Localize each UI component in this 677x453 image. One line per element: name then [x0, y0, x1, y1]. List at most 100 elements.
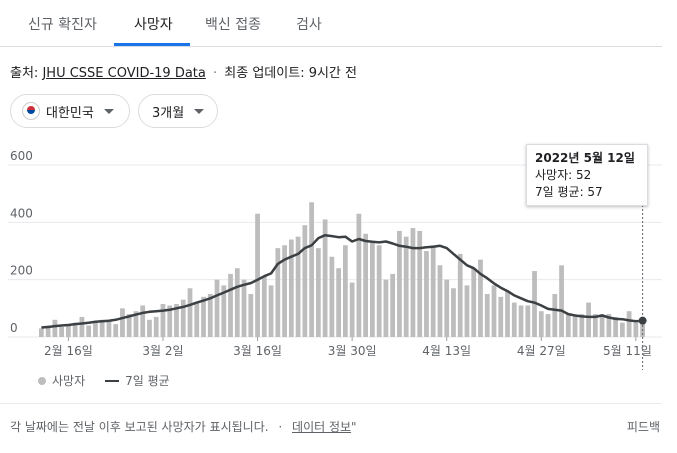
bar [302, 225, 308, 337]
feedback-link[interactable]: 피드백 [626, 420, 660, 434]
x-tick-label: 5월 11일 [603, 344, 652, 358]
bar [471, 268, 477, 337]
bar [261, 276, 267, 337]
bar [491, 285, 497, 337]
bar [532, 271, 537, 337]
bar [525, 305, 531, 337]
bar [552, 294, 558, 337]
bar [484, 294, 490, 337]
y-tick-label: 0 [10, 321, 18, 335]
bar [255, 213, 260, 337]
bar [430, 245, 436, 337]
range-dropdown[interactable]: 3개월 [138, 94, 218, 128]
bar [403, 236, 409, 337]
deaths-chart[interactable]: 0 200 400 600 2월 16일 3월 2일 3월 16일 3월 30일 4월 13일 4… [0, 0, 677, 380]
bar [72, 322, 78, 337]
bar [268, 285, 274, 337]
bar [133, 311, 139, 337]
bar [167, 305, 173, 337]
source-link[interactable]: JHU CSSE COVID-19 Data [42, 66, 206, 81]
country-label: 대한민국 [46, 105, 94, 121]
bar [565, 314, 571, 337]
tab-new-cases[interactable]: 신규 확진자 [28, 17, 97, 33]
bar [228, 273, 233, 337]
tooltip-deaths: 사망자: 52 [535, 168, 592, 182]
tab-vaccinations[interactable]: 백신 접종 [205, 17, 261, 33]
hover-point [638, 316, 647, 325]
data-info-link[interactable]: 데이터 정보 [292, 420, 352, 434]
bar [295, 236, 301, 337]
x-tick-label: 4월 13일 [422, 344, 471, 358]
bar [390, 273, 396, 337]
bar [613, 316, 618, 337]
bar [248, 294, 254, 337]
bar [86, 325, 92, 337]
bar [241, 279, 247, 337]
bar [106, 321, 112, 337]
source-prefix: 출처: [10, 66, 39, 81]
bar [383, 279, 389, 337]
bar [329, 256, 335, 337]
bar [153, 316, 159, 337]
bar [160, 304, 166, 337]
data-source: 출처: JHU CSSE COVID-19 Data · 최종 업데이트: 9시… [10, 62, 357, 81]
country-dropdown[interactable]: 대한민국 [10, 94, 130, 128]
footer-text: 각 날짜에는 전날 이후 보고된 사망자가 표시됩니다. [10, 420, 269, 434]
y-tick-label: 400 [10, 206, 33, 220]
bar [606, 314, 612, 337]
bar [187, 288, 193, 337]
y-tick-label: 600 [10, 149, 33, 163]
chart-tooltip: 2022년 5월 12일 사망자: 52 7일 평균: 57 [526, 144, 648, 206]
legend-bar-marker [38, 376, 46, 385]
bar [201, 296, 206, 337]
bar [180, 299, 186, 337]
bar [599, 314, 605, 337]
korea-flag-icon [22, 102, 40, 120]
legend-line-label: 7일 평균 [125, 374, 170, 388]
bar [315, 248, 321, 337]
footer-separator: · [278, 420, 283, 434]
bar [194, 302, 200, 337]
chevron-down-icon [103, 108, 114, 114]
bar [424, 251, 429, 337]
bar [113, 324, 119, 337]
x-tick-label: 3월 2일 [142, 344, 183, 358]
tab-tests[interactable]: 검사 [296, 17, 322, 33]
bar [120, 308, 125, 337]
bar [538, 311, 544, 337]
bar [451, 288, 456, 337]
bar [478, 259, 483, 337]
bar [592, 314, 598, 337]
last-updated: 최종 업데이트: 9시간 전 [224, 66, 357, 81]
tab-deaths[interactable]: 사망자 [134, 17, 173, 33]
bar [221, 285, 227, 337]
bar [437, 265, 443, 337]
bar [559, 265, 564, 337]
bar [275, 248, 281, 337]
bar [39, 328, 44, 337]
chart-legend: 사망자 7일 평균 [38, 372, 170, 389]
bar [498, 296, 504, 337]
bar [619, 322, 625, 337]
bar [288, 239, 294, 337]
bar [586, 302, 591, 337]
bar [343, 245, 348, 337]
bar [52, 319, 58, 337]
bar [349, 282, 355, 337]
bar [207, 294, 213, 337]
x-tick-label: 2월 16일 [44, 344, 93, 358]
bar [93, 322, 98, 337]
bar [66, 324, 71, 337]
tooltip-average: 7일 평균: 57 [535, 185, 603, 199]
bar [417, 230, 423, 337]
bar [79, 316, 85, 337]
bar [579, 314, 585, 337]
bar [99, 319, 105, 337]
bar [363, 233, 369, 337]
footer-quote: " [351, 420, 357, 434]
bar [626, 311, 632, 337]
bar [45, 325, 51, 337]
footer-note: 각 날짜에는 전날 이후 보고된 사망자가 표시됩니다. · 데이터 정보" [10, 418, 357, 435]
bar [505, 291, 510, 337]
tooltip-date: 2022년 5월 12일 [535, 151, 635, 165]
